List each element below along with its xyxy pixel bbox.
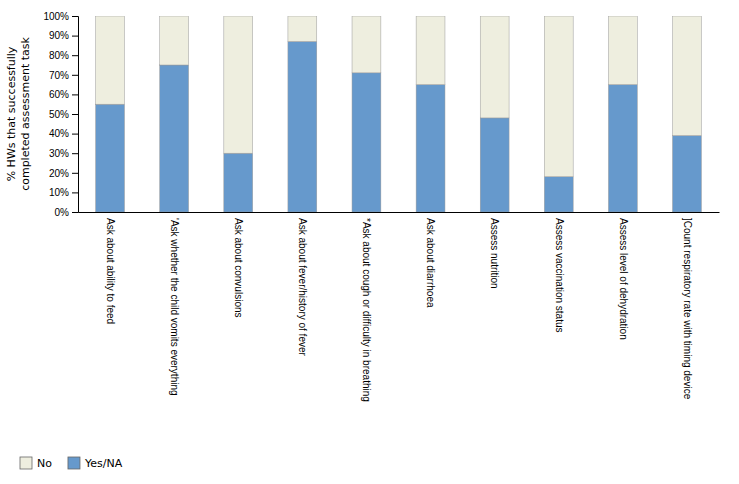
tick: 60% [49, 89, 78, 100]
y-axis: 0% 10% 20% 30% 40% 50% 60% 70% 80% 90% 100% [43, 11, 78, 218]
tick: *Ask about cough or difficulty in breath… [361, 218, 372, 402]
tick-label: 10% [49, 187, 69, 198]
tick: 70% [49, 70, 78, 81]
x-axis: Ask about ability to feed 'Ask whether th… [79, 213, 720, 402]
bar [544, 16, 573, 177]
tick-label: Ask about fever/history of fever [297, 218, 308, 357]
bar [288, 41, 317, 212]
y-axis-title: % HWs that successfullycompleted assessm… [5, 37, 31, 191]
tick-label: 'Ask whether the child vomits everything [169, 218, 180, 396]
tick-label: 90% [49, 30, 69, 41]
tick: 20% [49, 168, 78, 179]
bar [352, 16, 381, 73]
tick: Ask about convulsions [233, 218, 244, 318]
legend-item: Yes/NA [68, 457, 123, 470]
legend-label: No [37, 457, 52, 470]
legend: No Yes/NA [20, 457, 123, 470]
bar [608, 16, 637, 85]
tick: 90% [49, 30, 78, 41]
bar [96, 16, 125, 104]
bar [224, 16, 253, 153]
tick-label: 0% [55, 207, 70, 218]
tick-label: 80% [49, 50, 69, 61]
tick-label: 100% [43, 11, 69, 22]
tick: 80% [49, 50, 78, 61]
tick-mark [72, 114, 78, 115]
bar [352, 73, 381, 212]
plot: 0% 10% 20% 30% 40% 50% 60% 70% 80% 90% 100% Ask abo… [5, 11, 719, 402]
tick-label: 70% [49, 70, 69, 81]
bar [288, 16, 317, 41]
tick-mark [72, 134, 78, 135]
tick: 30% [49, 148, 78, 159]
bar [673, 136, 702, 212]
bar [160, 65, 189, 212]
bars [96, 16, 702, 212]
tick-label: 20% [49, 168, 69, 179]
tick: 'Ask whether the child vomits everything [169, 218, 180, 396]
tick-mark [72, 55, 78, 56]
tick-label: ]Count respiratory rate with timing devi… [682, 218, 693, 400]
bar-series [96, 16, 702, 177]
tick-label: 50% [49, 109, 69, 120]
tick-label: *Ask about cough or difficulty in breath… [361, 218, 372, 402]
bar [608, 85, 637, 212]
tick-label: 30% [49, 148, 69, 159]
tick-mark [72, 173, 78, 174]
tick: 100% [43, 11, 78, 22]
axis-line [72, 17, 79, 213]
tick-label: 40% [49, 128, 69, 139]
bar [480, 118, 509, 212]
tick-label: Ask about diarrhoea [425, 218, 436, 308]
bar [416, 16, 445, 85]
legend-label: Yes/NA [84, 457, 123, 470]
bar [96, 104, 125, 212]
bar [224, 153, 253, 212]
tick-label: Ask about convulsions [233, 218, 244, 318]
tick: Ask about diarrhoea [425, 218, 436, 308]
bar [416, 85, 445, 212]
chart: 0% 10% 20% 30% 40% 50% 60% 70% 80% 90% 100% Ask abo… [0, 0, 739, 484]
tick: 10% [49, 187, 78, 198]
tick: Assess vaccination status [554, 218, 565, 333]
tick-mark [72, 153, 78, 154]
tick-mark [72, 192, 78, 193]
tick: ]Count respiratory rate with timing devi… [682, 218, 693, 400]
tick-label: Assess nutrition [489, 218, 500, 289]
axis-line [79, 212, 720, 213]
tick-label: Ask about ability to feed [105, 218, 116, 324]
tick-mark [72, 36, 78, 37]
bar [673, 16, 702, 136]
tick: Ask about fever/history of fever [297, 218, 308, 357]
legend-swatch [20, 457, 32, 469]
tick: Assess level of dehydration [618, 218, 629, 340]
tick: 40% [49, 128, 78, 139]
tick-label: Assess vaccination status [554, 218, 565, 333]
tick-label: 60% [49, 89, 69, 100]
bar [480, 16, 509, 118]
tick-mark [72, 94, 78, 95]
tick: Ask about ability to feed [105, 218, 116, 324]
tick: Assess nutrition [489, 218, 500, 289]
tick: 0% [55, 207, 78, 218]
tick-mark [72, 16, 78, 17]
legend-swatch [68, 457, 80, 469]
bar [160, 16, 189, 65]
tick-label: Assess level of dehydration [618, 218, 629, 340]
tick-mark [72, 75, 78, 76]
tick: 50% [49, 109, 78, 120]
bar [544, 177, 573, 212]
tick-mark [72, 212, 78, 213]
legend-item: No [20, 457, 52, 470]
